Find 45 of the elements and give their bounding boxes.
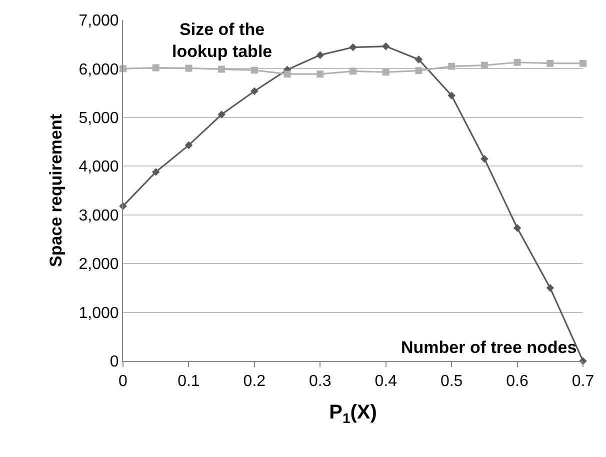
y-tick-label: 1,000 xyxy=(78,304,119,322)
x-tick-label: 0.1 xyxy=(178,373,200,390)
point xyxy=(152,64,160,72)
y-tick-label: 2,000 xyxy=(78,256,119,274)
point xyxy=(185,64,192,72)
x-tick-label: 0.2 xyxy=(243,373,266,390)
x-tick-label: 0.6 xyxy=(506,373,529,390)
point xyxy=(250,66,258,74)
point xyxy=(218,110,226,118)
x-tick-label: 0.5 xyxy=(440,373,463,390)
point xyxy=(514,58,521,66)
x-tick-label: 0.7 xyxy=(572,373,594,390)
point xyxy=(513,224,522,232)
point xyxy=(152,168,160,176)
point xyxy=(316,70,324,78)
point xyxy=(448,92,456,100)
point xyxy=(580,60,586,67)
y-tick-label: 5,000 xyxy=(78,110,119,128)
point xyxy=(382,42,390,50)
point xyxy=(480,62,488,69)
point xyxy=(546,60,554,67)
y-tick-label: 4,000 xyxy=(78,158,119,176)
point xyxy=(184,141,193,150)
y-tick-label: 3,000 xyxy=(78,207,119,224)
point xyxy=(349,43,357,52)
point xyxy=(414,56,423,64)
x-axis-title: P$_{1}$(X) xyxy=(329,402,377,426)
x-tick-label: 0.4 xyxy=(374,373,398,390)
point xyxy=(415,67,422,74)
x-tick-label: 0.3 xyxy=(309,373,332,390)
y-tick-label: 7,000 xyxy=(78,12,119,30)
point xyxy=(218,66,226,73)
y-axis-title: Space requirement xyxy=(46,114,66,268)
point xyxy=(250,87,258,96)
point xyxy=(316,51,324,59)
y-tick-label: 6,000 xyxy=(78,61,119,78)
point xyxy=(546,284,554,292)
series-label: Number of tree nodes xyxy=(401,338,577,357)
point xyxy=(480,154,488,163)
point xyxy=(350,68,356,75)
point xyxy=(284,70,291,78)
y-tick-label: 0 xyxy=(110,354,119,371)
point xyxy=(448,62,456,70)
series-label: Size of the lookup table xyxy=(172,20,272,62)
point xyxy=(382,68,390,76)
